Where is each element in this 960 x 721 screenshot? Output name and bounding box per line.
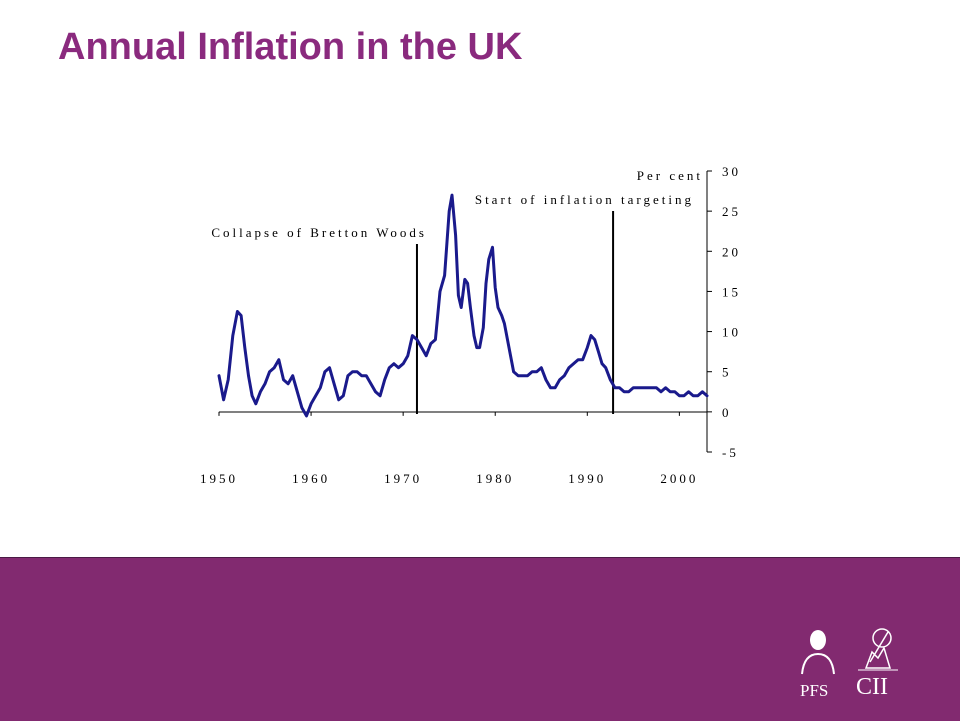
x-tick-label: 2000 bbox=[660, 471, 698, 486]
inflation-series-line bbox=[217, 193, 709, 418]
y-tick-label: 0 bbox=[722, 405, 732, 420]
x-tick-label: 1950 bbox=[200, 471, 238, 486]
y-tick-label: -5 bbox=[722, 445, 739, 460]
slide-title: Annual Inflation in the UK bbox=[58, 26, 523, 68]
y-tick-label: 25 bbox=[722, 204, 741, 219]
x-tick-label: 1960 bbox=[292, 471, 330, 486]
y-tick-label: 30 bbox=[722, 164, 741, 179]
event-annotations: Collapse of Bretton Woods Start of inflat… bbox=[211, 192, 694, 414]
footer-band: PFS CII bbox=[0, 557, 960, 721]
x-tick-label: 1990 bbox=[568, 471, 606, 486]
x-axis-ticks: 1950 1960 1970 1980 1990 2000 bbox=[200, 411, 698, 486]
cii-logo-staff bbox=[869, 631, 889, 663]
annotation-label: Start of inflation targeting bbox=[475, 192, 694, 207]
y-tick-label: 20 bbox=[722, 244, 741, 259]
y-tick-label: 5 bbox=[722, 365, 732, 380]
cii-logo-figure bbox=[864, 646, 892, 669]
pfs-logo-head bbox=[810, 630, 826, 650]
pfs-logo-arc bbox=[801, 652, 835, 675]
pfs-logo-text: PFS bbox=[800, 681, 828, 700]
y-axis-ticks: -5 0 5 10 15 20 25 30 bbox=[707, 164, 741, 460]
x-tick-label: 1970 bbox=[384, 471, 422, 486]
cii-logo: CII bbox=[856, 628, 898, 700]
y-tick-label: 15 bbox=[722, 284, 741, 299]
pfs-logo: PFS bbox=[800, 630, 835, 700]
cii-logo-globe bbox=[872, 628, 892, 648]
y-axis-label: Per cent bbox=[637, 168, 703, 183]
y-tick-label: 10 bbox=[722, 325, 741, 340]
cii-logo-text: CII bbox=[856, 674, 888, 700]
x-tick-label: 1980 bbox=[476, 471, 514, 486]
annotation-label: Collapse of Bretton Woods bbox=[211, 225, 427, 240]
